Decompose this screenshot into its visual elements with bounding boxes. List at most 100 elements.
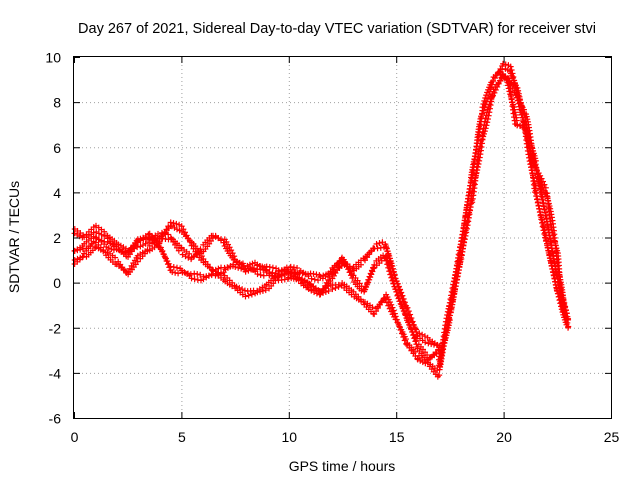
data-point [522, 127, 529, 134]
data-point [448, 305, 455, 312]
data-point [454, 270, 461, 277]
data-point [251, 265, 258, 272]
data-point [523, 130, 530, 137]
data-point [242, 293, 249, 300]
data-point [460, 242, 467, 249]
data-point [541, 230, 548, 237]
data-point [511, 82, 518, 89]
data-point [522, 124, 529, 131]
data-point [257, 288, 264, 295]
data-point [476, 157, 483, 164]
data-point [236, 284, 243, 291]
data-point [145, 231, 152, 238]
data-point [541, 181, 548, 188]
data-point [524, 134, 531, 141]
data-point [399, 292, 406, 299]
data-point [269, 269, 276, 276]
data-point [158, 229, 165, 236]
data-point [563, 310, 570, 317]
data-point [449, 301, 456, 308]
y-tick-label: 6 [53, 140, 61, 156]
data-point [565, 324, 572, 331]
data-point [495, 80, 502, 87]
data-point [472, 172, 479, 179]
data-point [162, 230, 169, 237]
data-point [218, 270, 225, 277]
data-point [393, 277, 400, 284]
y-tick-label: -6 [49, 411, 62, 427]
data-point [373, 308, 380, 315]
data-point [535, 202, 542, 209]
data-point [542, 212, 549, 219]
data-point [537, 179, 544, 186]
y-tick-label: 10 [45, 50, 61, 66]
data-point [473, 169, 480, 176]
data-point [397, 286, 404, 293]
data-point [381, 295, 388, 302]
data-point [315, 287, 322, 294]
data-point [191, 276, 198, 283]
data-point [173, 264, 180, 271]
data-point [212, 268, 219, 275]
data-point [137, 243, 144, 250]
data-point [335, 281, 342, 288]
data-point [315, 277, 322, 284]
data-point [494, 83, 501, 90]
data-point [560, 300, 567, 307]
data-point [389, 304, 396, 311]
data-point [245, 292, 252, 299]
data-point [220, 239, 227, 246]
data-point [454, 273, 461, 280]
y-axis-label: SDTVAR / TECUs [6, 181, 22, 293]
data-point [245, 267, 252, 274]
data-point [368, 271, 375, 278]
data-point [560, 306, 567, 313]
data-point [446, 315, 453, 322]
data-point [502, 73, 509, 80]
data-point [416, 330, 423, 337]
data-point [285, 268, 292, 275]
chart-title: Day 267 of 2021, Sidereal Day-to-day VTE… [78, 21, 596, 37]
data-point [502, 61, 509, 68]
data-point [116, 247, 123, 254]
data-point [466, 206, 473, 213]
data-point [194, 271, 201, 278]
data-point [259, 287, 266, 294]
data-point [512, 109, 519, 116]
data-point [456, 263, 463, 270]
plot-frame [73, 56, 612, 419]
data-point [98, 237, 105, 244]
data-point [524, 137, 531, 144]
data-point [241, 287, 248, 294]
data-point [77, 246, 84, 253]
data-point [170, 220, 177, 227]
data-point [131, 245, 138, 252]
data-point [290, 264, 297, 271]
data-point [536, 205, 543, 212]
data-point [262, 266, 269, 273]
data-point [458, 251, 465, 258]
data-point [486, 109, 493, 116]
data-point [474, 164, 481, 171]
data-point [257, 271, 264, 278]
data-point [235, 264, 242, 271]
data-point [403, 340, 410, 347]
data-point [357, 261, 364, 268]
data-point [481, 104, 488, 111]
data-point [391, 310, 398, 317]
data-point [441, 336, 448, 343]
data-point [484, 95, 491, 102]
data-point [539, 223, 546, 230]
data-point [507, 63, 514, 70]
data-point [518, 103, 525, 110]
data-point [514, 89, 521, 96]
data-point [167, 219, 174, 226]
data-point [525, 141, 532, 148]
data-point [386, 299, 393, 306]
data-point [242, 268, 249, 275]
y-tick-label: -2 [49, 320, 62, 336]
data-point [254, 271, 261, 278]
data-point [134, 244, 141, 251]
data-point [325, 287, 332, 294]
